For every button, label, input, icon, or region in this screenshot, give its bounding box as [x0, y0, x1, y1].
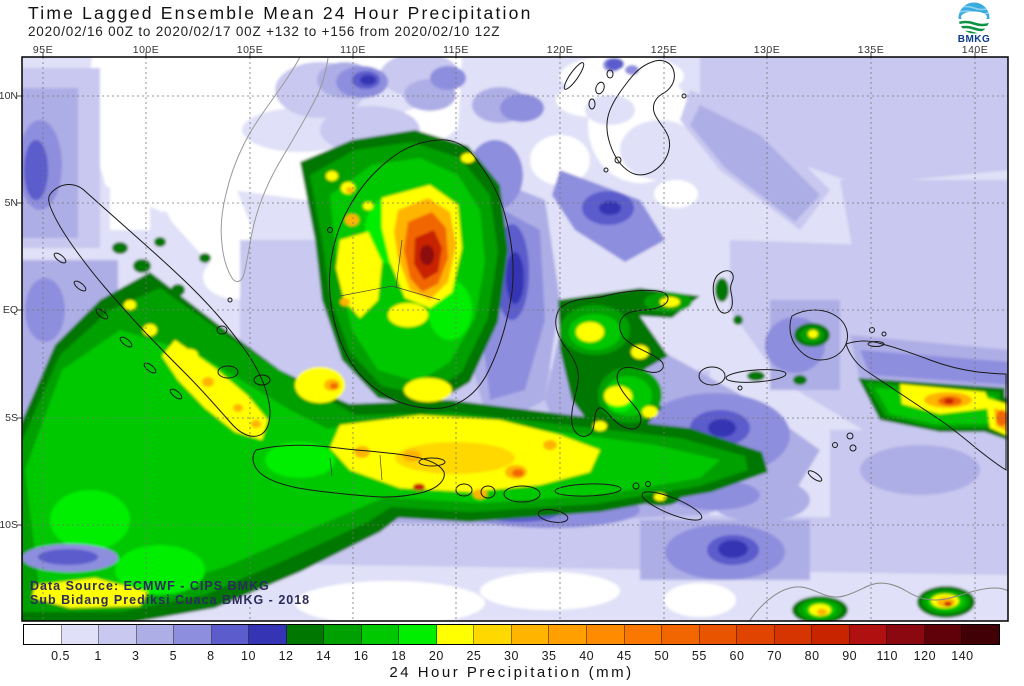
colorbar-segment: [211, 625, 250, 644]
colorbar-tick-label: 55: [691, 649, 707, 663]
lat-label: 5N: [4, 197, 18, 209]
colorbar-segment: [774, 625, 813, 644]
colorbar-tick-label: 110: [876, 649, 898, 663]
colorbar-tick-label: 25: [466, 649, 482, 663]
bmkg-logo-label: BMKG: [957, 34, 991, 45]
colorbar-caption: 24 Hour Precipitation (mm): [389, 664, 634, 681]
colorbar-segment: [812, 625, 850, 644]
page-title: Time Lagged Ensemble Mean 24 Hour Precip…: [28, 3, 533, 23]
lon-label: 95E: [32, 44, 54, 56]
colorbar-segment: [99, 625, 137, 644]
colorbar-tick-label: 16: [353, 649, 369, 663]
colorbar-segment: [662, 625, 700, 644]
lat-label: 10N: [0, 90, 18, 102]
colorbar-segment: [887, 625, 925, 644]
lat-label: 5S: [5, 412, 18, 424]
colorbar-segment: [962, 625, 999, 644]
colorbar-segment: [586, 625, 625, 644]
colorbar-tick-label: 30: [504, 649, 519, 663]
colorbar-tick-labels: 0.5 1 3 5 8 10 12 14 16 18 20 25 30 35 40 45 50 55 60 70 80 9…: [23, 649, 1000, 664]
colorbar-segment: [511, 625, 550, 644]
colorbar-segment: [474, 625, 512, 644]
colorbar-segment: [249, 625, 287, 644]
data-source-credit: Data Source: ECMWF - CIPS BMKG: [30, 579, 270, 593]
lon-label: 120E: [546, 44, 574, 56]
coastlines: [48, 59, 1007, 523]
colorbar-tick-label: 120: [913, 649, 937, 663]
colorbar-tick-label: 45: [616, 649, 632, 663]
colorbar-segment: [624, 625, 663, 644]
producer-credit: Sub Bidang Prediksi Cuaca BMKG - 2018: [30, 593, 311, 607]
lon-label: 105E: [236, 44, 264, 56]
bmkg-logo: BMKG: [950, 1, 998, 49]
colorbar-segment: [849, 625, 888, 644]
colorbar-tick-label: 0.5: [51, 649, 71, 663]
valid-time-subtitle: 2020/02/16 00Z to 2020/02/17 00Z +132 to…: [28, 24, 501, 39]
colorbar-tick-label: 8: [207, 649, 215, 663]
colorbar-tick-label: 90: [842, 649, 858, 663]
colorbar-tick-label: 14: [316, 649, 332, 663]
colorbar-segment: [61, 625, 100, 644]
colorbar-tick-label: 5: [169, 649, 178, 663]
map-frame: [21, 56, 1009, 622]
colorbar-segment: [286, 625, 325, 644]
lon-label: 140E: [961, 44, 989, 56]
colorbar-segment: [324, 625, 362, 644]
colorbar-segment: [737, 625, 775, 644]
colorbar-tick-label: 3: [131, 649, 140, 663]
colorbar-tick-label: 80: [804, 649, 820, 663]
colorbar-segment: [136, 625, 175, 644]
graticule: [22, 57, 1008, 621]
colorbar-tick-label: 40: [579, 649, 595, 663]
lon-label: 100E: [132, 44, 160, 56]
lon-label: 135E: [857, 44, 885, 56]
colorbar-tick-label: 50: [654, 649, 670, 663]
colorbar-segment: [24, 625, 62, 644]
colorbar-tick-label: 140: [951, 649, 974, 663]
lat-label: 10S: [0, 519, 18, 531]
colorbar-segment: [174, 625, 212, 644]
colorbar-segment: [399, 625, 437, 644]
colorbar-segment: [436, 625, 475, 644]
colorbar-tick-label: 20: [428, 649, 444, 663]
lat-label: EQ: [2, 304, 18, 316]
colorbar-tick-label: 1: [94, 649, 102, 663]
lon-label: 125E: [650, 44, 678, 56]
precipitation-field: [22, 57, 1008, 621]
colorbar-segment: [699, 625, 738, 644]
bmkg-logo-icon: [958, 2, 990, 34]
colorbar-segment: [924, 625, 963, 644]
colorbar-tick-label: 12: [278, 649, 294, 663]
colorbar-tick-label: 35: [541, 649, 557, 663]
colorbar-segment: [361, 625, 400, 644]
lon-label: 110E: [340, 44, 366, 56]
precipitation-colorbar: [23, 624, 1000, 645]
colorbar-tick-label: 18: [391, 649, 407, 663]
colorbar-segment: [549, 625, 587, 644]
colorbar-tick-label: 70: [767, 649, 782, 663]
lon-label: 130E: [753, 44, 781, 56]
lon-label: 115E: [443, 44, 469, 56]
colorbar-tick-label: 60: [729, 649, 745, 663]
axis-ticks: [17, 52, 976, 526]
colorbar-tick-label: 10: [241, 649, 256, 663]
